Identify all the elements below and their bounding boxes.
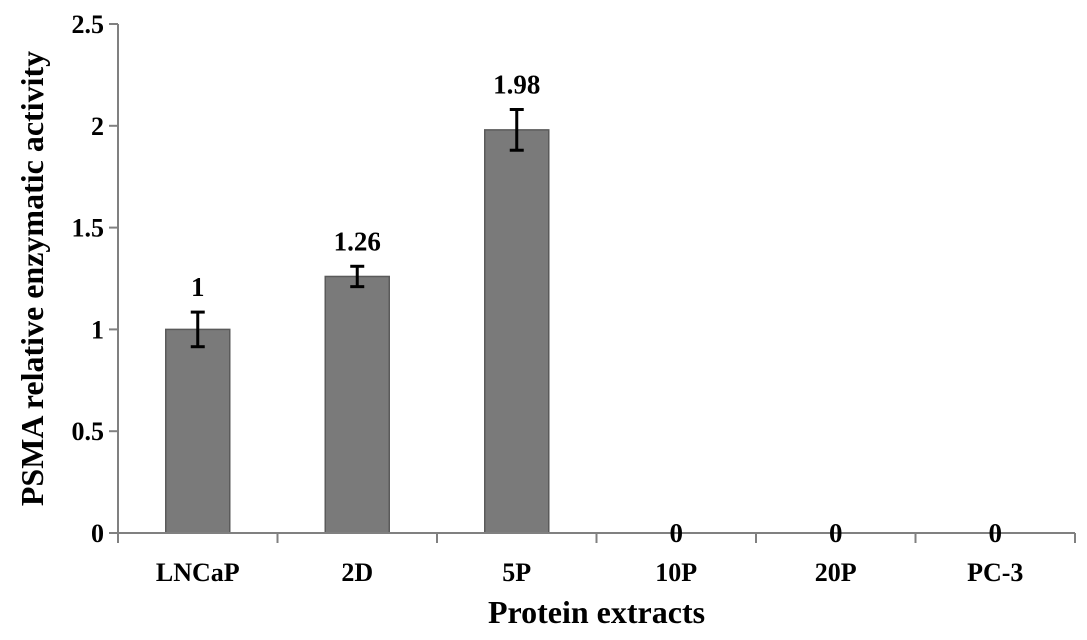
y-axis-title: PSMA relative enzymatic activity [14,51,50,506]
y-tick-label: 2 [91,112,104,141]
y-tick-label: 0 [91,519,104,548]
y-axis-title-group: PSMA relative enzymatic activity [14,51,50,506]
bar-lncap [165,328,231,534]
y-tick-label: 1.5 [72,214,105,243]
x-tick-label: PC-3 [967,558,1023,587]
y-tick-label: 0.5 [72,417,105,446]
data-label: 1.26 [334,226,381,256]
y-tick-label: 2.5 [72,10,105,39]
y-tick-label: 1 [91,315,104,344]
x-axis-title: Protein extracts [488,594,705,630]
plot-area: 0 0.5 1 1.5 2 2.5 LNCaP 2D 5P 10P 20P PC-3 1 1.26 1.98… [72,10,1076,587]
bar-2d [324,275,390,534]
x-tick-label: LNCaP [156,558,240,587]
x-tick-label: 10P [655,558,697,587]
data-label: 0 [829,518,843,548]
data-label: 1 [191,272,205,302]
data-label: 1.98 [493,70,540,100]
data-label: 0 [670,518,684,548]
x-tick-label: 2D [341,558,373,587]
x-tick-label: 20P [815,558,857,587]
x-tick-label: 5P [502,558,531,587]
data-label: 0 [989,518,1003,548]
bar-5p [484,129,550,534]
